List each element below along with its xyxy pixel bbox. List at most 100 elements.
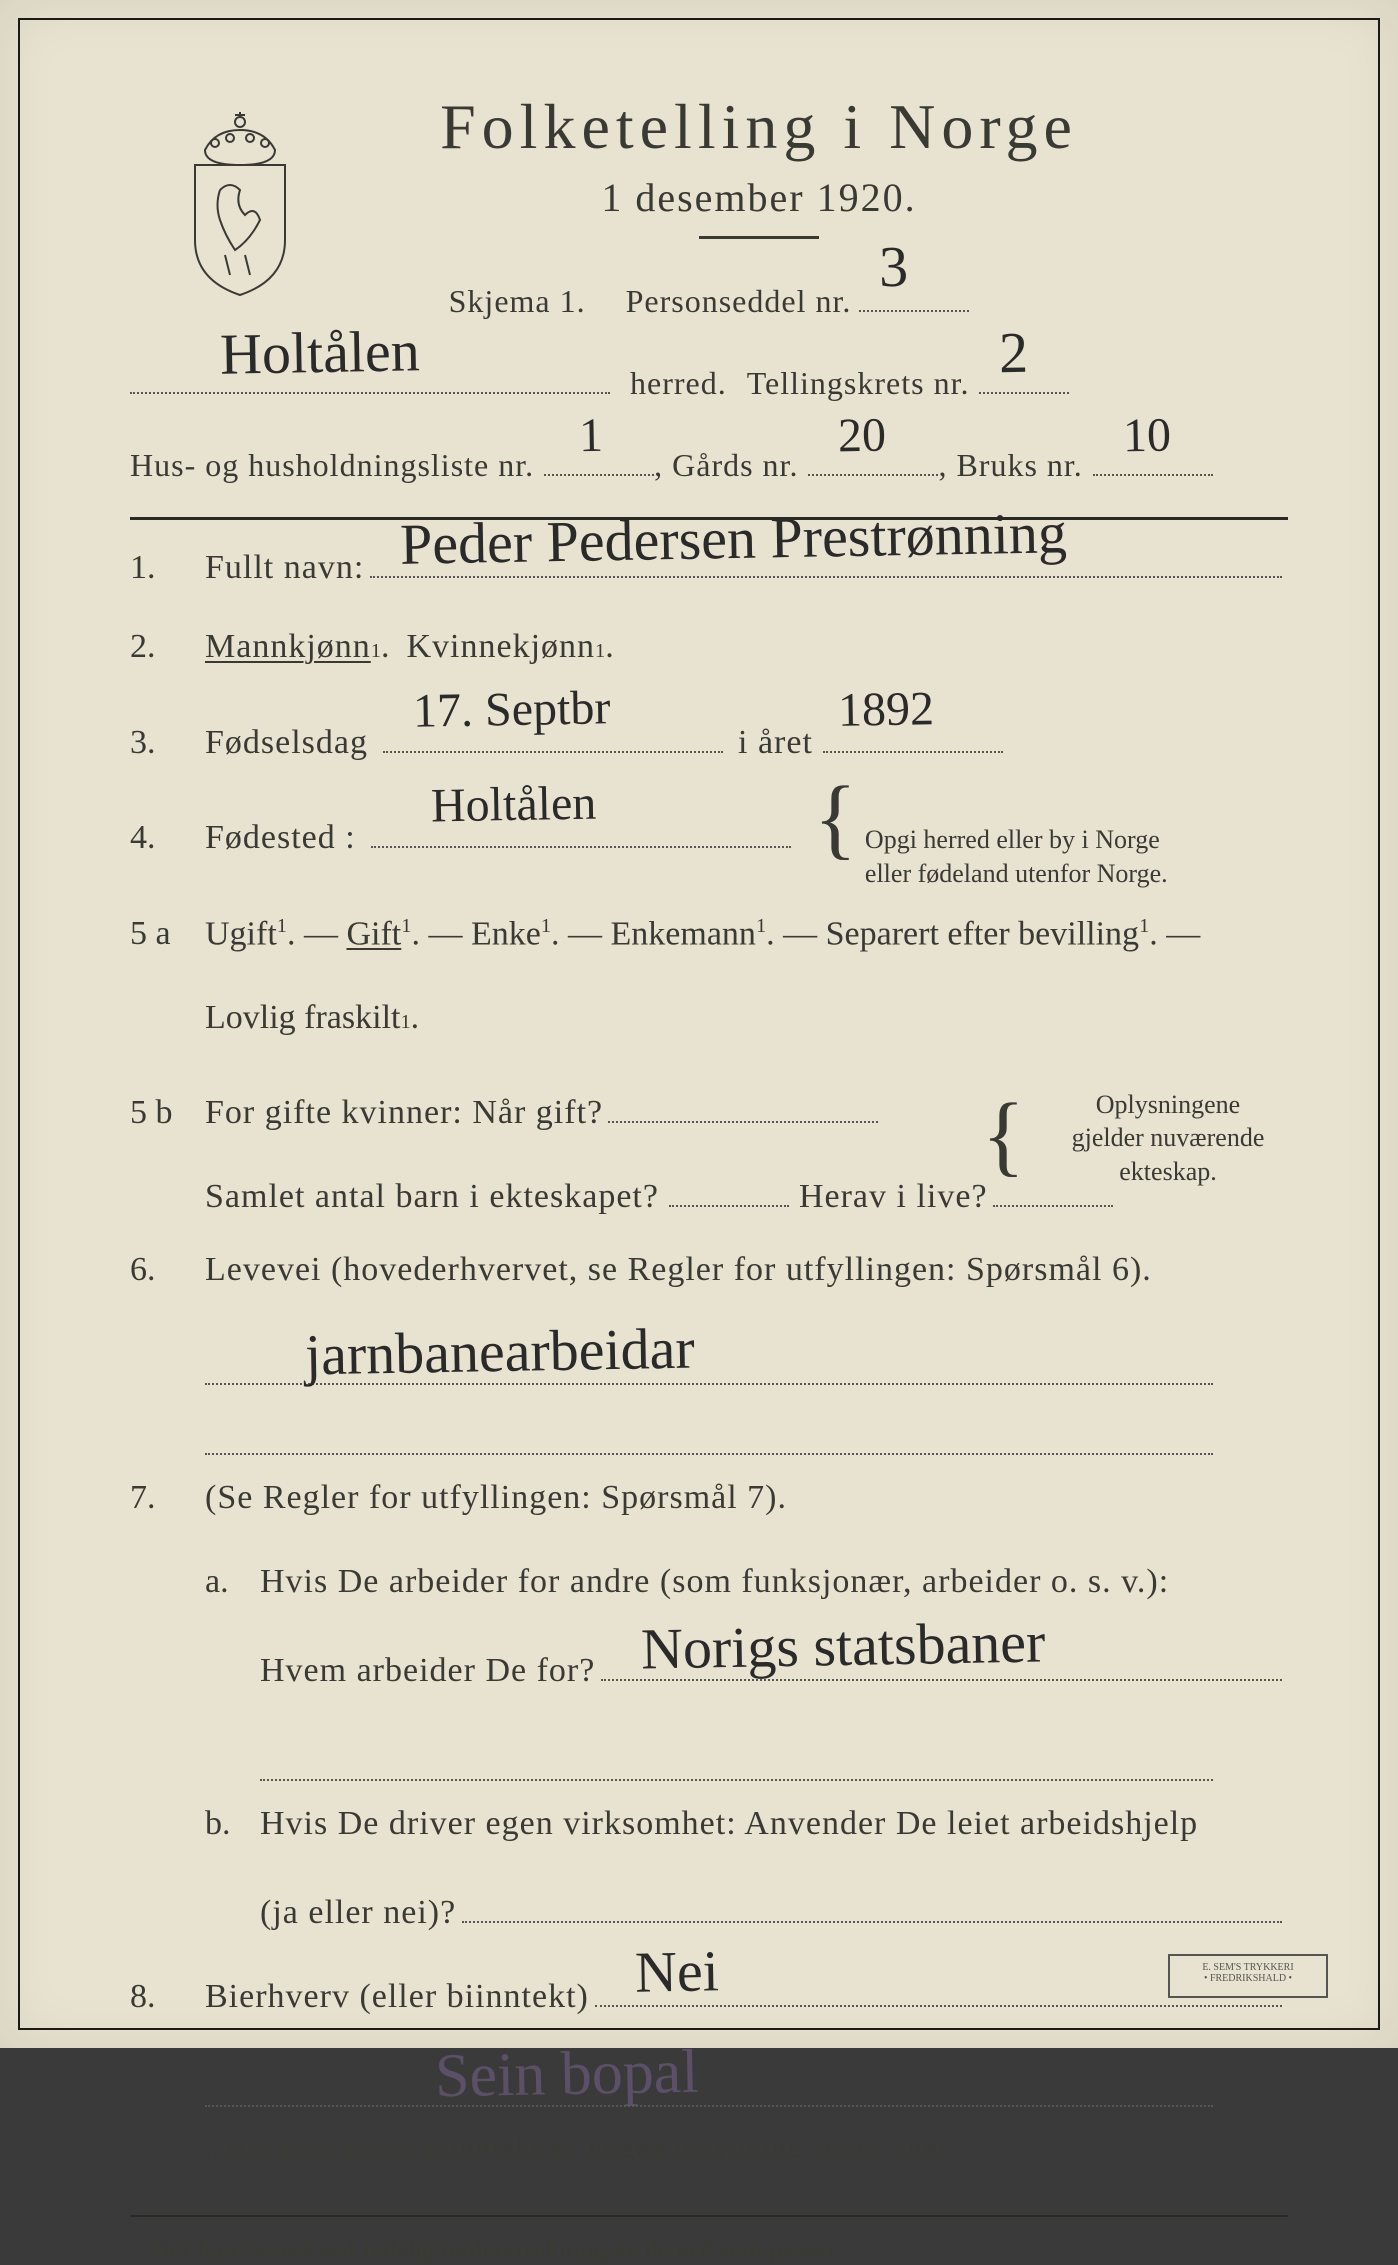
stamp-line2: • FREDRIKSHALD • [1170,1973,1326,1984]
q8-value: Nei [634,1942,719,2001]
q4-brace: { [814,796,857,841]
tellingskrets-value: 2 [999,323,1029,381]
tellingskrets-label: Tellingskrets nr. [747,351,970,415]
q3-row: 3. Fødselsdag 17. Septbr i året 1892 [130,712,1288,772]
skjema-label: Skjema 1. [449,283,586,319]
q4-side1: Opgi herred eller by i Norge [865,825,1160,854]
gards-value: 20 [838,411,887,460]
bruks-field: 10 [1093,438,1213,476]
q8-extra: Sein bopal [434,2040,699,2107]
q1-row: 1. Fullt navn: Peder Pedersen Prestrønni… [130,544,1288,604]
q5b-num: 5 b [130,1094,205,1132]
q3-day-field: 17. Septbr [383,712,723,753]
q4-row: 4. Fødested : Holtålen { Opgi herred ell… [130,796,1288,891]
printer-stamp: E. SEM'S TRYKKERI • FREDRIKSHALD • [1168,1954,1328,1998]
hint-row: „ Har man ingen biinntekt av nogen betyd… [130,2131,1288,2191]
q7a-value: Norigs statsbaner [641,1613,1046,1678]
page-subtitle: 1 desember 1920. [230,174,1288,221]
q5a-enke: Enke [471,915,541,952]
hus-label: Hus- og husholdningsliste nr. [130,433,534,497]
q8-row: 8. Bierhverv (eller biinntekt) Nei [130,1973,1288,2033]
q3-num: 3. [130,724,205,762]
q5a-separert: Separert efter bevilling [826,915,1139,952]
q1-label: Fullt navn: [205,549,364,587]
q5a-row2: Lovlig fraskilt1. [130,999,1288,1059]
q7a-label2: Hvem arbeider De for? [260,1652,595,1690]
herred-field: Holtålen [130,356,610,394]
q3-year-value: 1892 [837,685,934,735]
bruks-label: , Bruks nr. [938,433,1082,497]
q1-value: Peder Pedersen Prestrønning [400,504,1068,574]
q2-sup2: 1 [595,640,605,663]
footnote-num: 1 [130,2237,138,2253]
herred-value: Holtålen [220,322,421,383]
divider-bottom [130,2215,1288,2217]
q5b-label1: For gifte kvinner: Når gift? [205,1094,603,1132]
q6-field1: jarnbanearbeidar [205,1335,1213,1385]
q7b-field [462,1889,1282,1923]
q1-num: 1. [130,549,205,587]
q5b-field1 [608,1083,878,1124]
q5b-side2: gjelder nuværende [1072,1123,1265,1152]
page-title: Folketelling i Norge [230,90,1288,164]
hus-line: Hus- og husholdningsliste nr. 1 , Gårds … [130,433,1288,497]
q5b-label3: Herav i live? [799,1178,988,1216]
herred-label: herred. [630,351,727,415]
q2-num: 2. [130,628,205,666]
q7a-row2: Hvem arbeider De for? Norigs statsbaner [130,1647,1288,1707]
q5b-row1: 5 b For gifte kvinner: Når gift? { Oplys… [130,1083,1288,1143]
q5a-row: 5 a Ugift1. — Gift1. — Enke1. — Enkemann… [130,915,1288,975]
personseddel-label: Personseddel nr. [626,283,852,319]
q2-mann: Mannkjønn [205,628,371,666]
q7-num: 7. [130,1479,205,1517]
q5a-options: Ugift1. — Gift1. — Enke1. — Enkemann1. —… [205,915,1200,953]
personseddel-field: 3 [859,274,969,312]
tellingskrets-field: 2 [979,356,1069,394]
q5a-enkemann: Enkemann [611,915,756,952]
q3-day-value: 17. Septbr [413,684,611,735]
gards-field: 20 [808,438,938,476]
q7b-row1: b. Hvis De driver egen virksomhet: Anven… [130,1805,1288,1865]
census-form-page: Folketelling i Norge 1 desember 1920. Sk… [0,0,1398,2048]
personseddel-value: 3 [879,237,909,295]
q6-value: jarnbanearbeidar [305,1319,696,1384]
q3-iaret: i året [738,724,813,762]
q4-field: Holtålen [371,807,791,848]
q7a-row1: a. Hvis De arbeider for andre (som funks… [130,1563,1288,1623]
q7b-label2: (ja eller nei)? [260,1894,456,1932]
q7-label: (Se Regler for utfyllingen: Spørsmål 7). [205,1479,787,1517]
title-rule [699,236,819,239]
herred-line: Holtålen herred. Tellingskrets nr. 2 [130,351,1288,415]
q5b-label2: Samlet antal barn i ekteskapet? [205,1178,659,1216]
q5a-gift: Gift [346,915,401,952]
footnote-text: Her kan svares ved tydelig understreknin… [151,2238,842,2264]
hus-value: 1 [579,411,604,459]
q8-label: Bierhverv (eller biinntekt) [205,1978,589,2016]
q7-row: 7. (Se Regler for utfyllingen: Spørsmål … [130,1479,1288,1539]
q8-field2: Sein bopal [205,2057,1213,2107]
hus-field: 1 [544,438,654,476]
q4-side2: eller fødeland utenfor Norge. [865,859,1168,888]
q4-num: 4. [130,819,205,857]
q2-dot1: . [381,628,390,666]
bruks-value: 10 [1122,411,1171,460]
footnote-row: 1 Her kan svares ved tydelig understrekn… [130,2237,1288,2265]
q2-row: 2. Mannkjønn1. Kvinnekjønn1. [130,628,1288,688]
q5b-field2 [669,1167,789,1208]
q5a-ugift: Ugift [205,915,277,952]
q3-year-field: 1892 [823,712,1003,753]
q6-label: Levevei (hovederhvervet, se Regler for u… [205,1251,1152,1289]
q6-field2 [205,1405,1213,1455]
q1-field: Peder Pedersen Prestrønning [370,544,1282,578]
q7b-num: b. [205,1805,260,1843]
q2-sup1: 1 [371,640,381,663]
hint-text: Har man ingen biinntekt av nogen betydni… [225,2131,969,2165]
q2-kvinne: Kvinnekjønn [406,628,595,666]
quote-open: „ [205,2133,217,2165]
q3-label: Fødselsdag [205,724,368,762]
gards-label: , Gårds nr. [654,433,798,497]
q7a-num: a. [205,1563,260,1601]
q7a-label1: Hvis De arbeider for andre (som funksjon… [260,1563,1169,1601]
q4-value: Holtålen [430,780,596,831]
q5a-num: 5 a [130,915,205,953]
